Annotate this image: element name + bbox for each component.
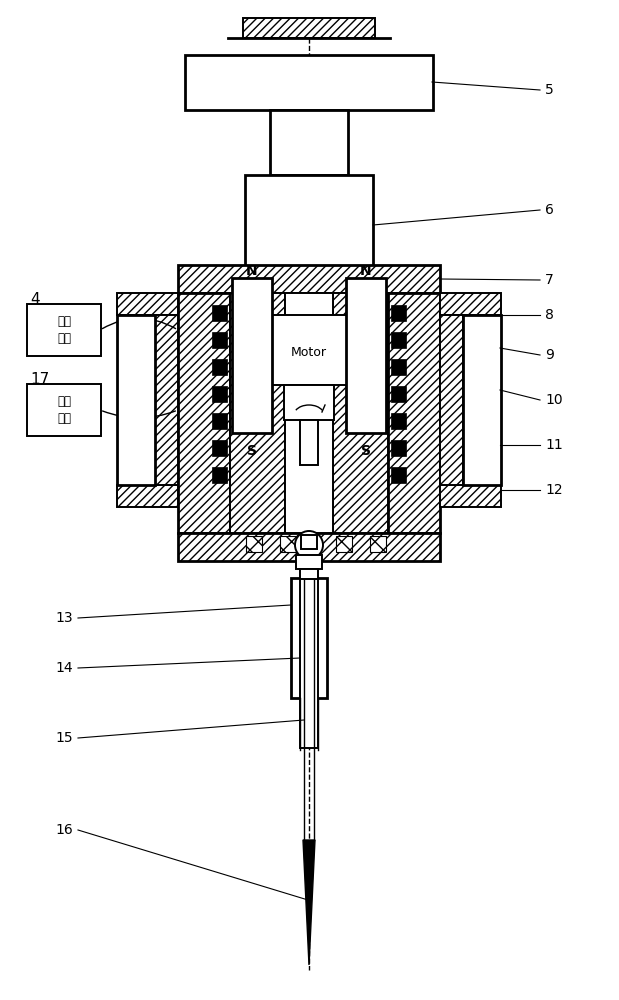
Text: 14: 14	[55, 661, 72, 675]
Text: S: S	[361, 444, 371, 458]
Text: 16: 16	[55, 823, 73, 837]
Bar	[284, 385, 334, 420]
Text: 超声
电源: 超声 电源	[57, 315, 71, 345]
Bar	[155, 315, 178, 485]
Bar	[463, 315, 501, 485]
Bar	[178, 293, 230, 533]
FancyBboxPatch shape	[27, 304, 101, 356]
Text: N: N	[246, 264, 258, 278]
Text: 9: 9	[545, 348, 554, 362]
Bar	[245, 175, 373, 270]
Bar	[178, 265, 440, 293]
Bar	[388, 293, 440, 533]
Text: 4: 4	[30, 292, 40, 308]
Bar	[185, 55, 433, 110]
Text: 7: 7	[545, 273, 554, 287]
Bar	[178, 533, 440, 561]
Bar	[285, 293, 333, 533]
Text: 12: 12	[545, 483, 563, 497]
Text: S: S	[247, 444, 257, 458]
Bar	[391, 386, 406, 402]
Text: 5: 5	[545, 83, 554, 97]
Bar	[391, 440, 406, 456]
Bar	[117, 485, 178, 507]
Bar	[440, 485, 501, 507]
Text: 10: 10	[545, 393, 563, 407]
Text: 激励
电源: 激励 电源	[57, 395, 71, 425]
Bar	[212, 467, 227, 483]
Text: 8: 8	[545, 308, 554, 322]
Bar	[117, 293, 178, 315]
Bar	[333, 293, 388, 533]
Bar	[300, 420, 318, 465]
Bar	[117, 315, 155, 485]
Bar	[212, 332, 227, 348]
Text: 13: 13	[55, 611, 72, 625]
Text: 6: 6	[545, 203, 554, 217]
Text: Motor: Motor	[291, 346, 327, 359]
Bar	[212, 305, 227, 321]
Bar	[230, 293, 285, 533]
Bar	[391, 305, 406, 321]
Bar	[212, 413, 227, 429]
Bar	[370, 536, 386, 552]
Text: 11: 11	[545, 438, 563, 452]
Bar	[391, 359, 406, 375]
Bar	[301, 535, 317, 549]
Bar	[270, 110, 348, 175]
Bar	[291, 578, 327, 698]
Bar	[391, 413, 406, 429]
Polygon shape	[303, 840, 315, 965]
Text: 15: 15	[55, 731, 72, 745]
Bar	[440, 293, 501, 315]
Text: N: N	[360, 264, 372, 278]
Bar	[296, 555, 322, 569]
Bar	[280, 536, 296, 552]
Text: 17: 17	[30, 372, 50, 387]
Bar	[336, 536, 352, 552]
Bar	[391, 332, 406, 348]
Bar	[212, 386, 227, 402]
Bar	[212, 359, 227, 375]
FancyBboxPatch shape	[27, 384, 101, 436]
Bar	[246, 536, 262, 552]
Bar	[346, 278, 386, 433]
Bar	[440, 315, 463, 485]
Bar	[243, 18, 375, 38]
Bar	[232, 278, 272, 433]
Bar	[212, 440, 227, 456]
Bar	[391, 467, 406, 483]
Bar	[300, 578, 318, 748]
Bar	[300, 569, 318, 579]
Circle shape	[295, 531, 323, 559]
Bar	[265, 315, 353, 385]
